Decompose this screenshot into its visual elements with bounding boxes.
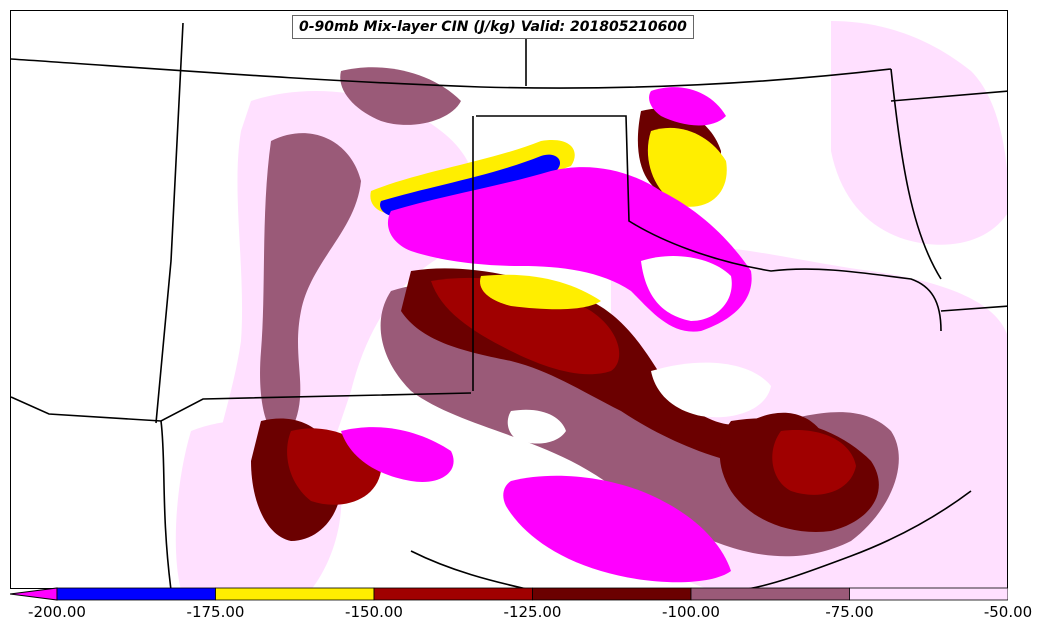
cin-region-magenta-southwest xyxy=(341,427,454,482)
cin-hole-southeast xyxy=(651,362,771,418)
cin-region-yellow-central xyxy=(480,274,601,310)
cin-region-magenta-northeast xyxy=(649,87,726,126)
colorbar-tick-label: -50.00 xyxy=(983,603,1033,621)
cin-region-yellow-northeast xyxy=(647,127,727,207)
cin-map xyxy=(10,10,1008,589)
cin-hole-south xyxy=(507,409,566,444)
border-east xyxy=(890,90,1007,102)
coastline-texas xyxy=(748,490,972,588)
colorbar-bins xyxy=(56,587,1008,601)
colorbar-bin-3 xyxy=(532,587,692,601)
border-oklahoma-texas xyxy=(476,115,942,332)
colorbar-tick-label: -125.00 xyxy=(503,603,562,621)
colorbar-bin-1 xyxy=(215,587,375,601)
cin-region-mauve-west xyxy=(260,133,361,437)
cin-region-blue-north xyxy=(380,154,561,218)
border-louisiana xyxy=(940,305,1007,312)
colorbar xyxy=(10,587,1008,601)
cin-region-pink-northeast xyxy=(831,21,1007,245)
border-rio-grande xyxy=(160,420,172,588)
cin-hole-east xyxy=(641,256,732,321)
colorbar-bin-4 xyxy=(690,587,850,601)
colorbar-bin-2 xyxy=(373,587,533,601)
map-borders xyxy=(11,22,1007,588)
colorbar-below-min-triangle xyxy=(10,587,58,601)
cin-region-red-east xyxy=(772,430,856,495)
cin-hole-southwest xyxy=(389,487,491,531)
cin-region-magenta-south xyxy=(503,475,731,583)
border-river-south xyxy=(410,550,526,588)
colorbar-bin-5 xyxy=(849,587,1008,601)
colorbar-tick-label: -100.00 xyxy=(662,603,720,621)
colorbar-bin-0 xyxy=(56,587,216,601)
colorbar-tick-label: -75.00 xyxy=(825,603,874,621)
colorbar-tick-label: -175.00 xyxy=(186,603,245,621)
cin-field xyxy=(175,21,1007,588)
cin-region-white xyxy=(389,256,771,531)
map-title: 0-90mb Mix-layer CIN (J/kg) Valid: 20180… xyxy=(292,15,694,39)
border-colorado-oklahoma xyxy=(155,22,184,424)
border-arkansas xyxy=(890,68,942,280)
border-northern xyxy=(11,58,892,89)
colorbar-tick-label: -150.00 xyxy=(345,603,403,621)
colorbar-tick-label: -200.00 xyxy=(28,603,86,621)
